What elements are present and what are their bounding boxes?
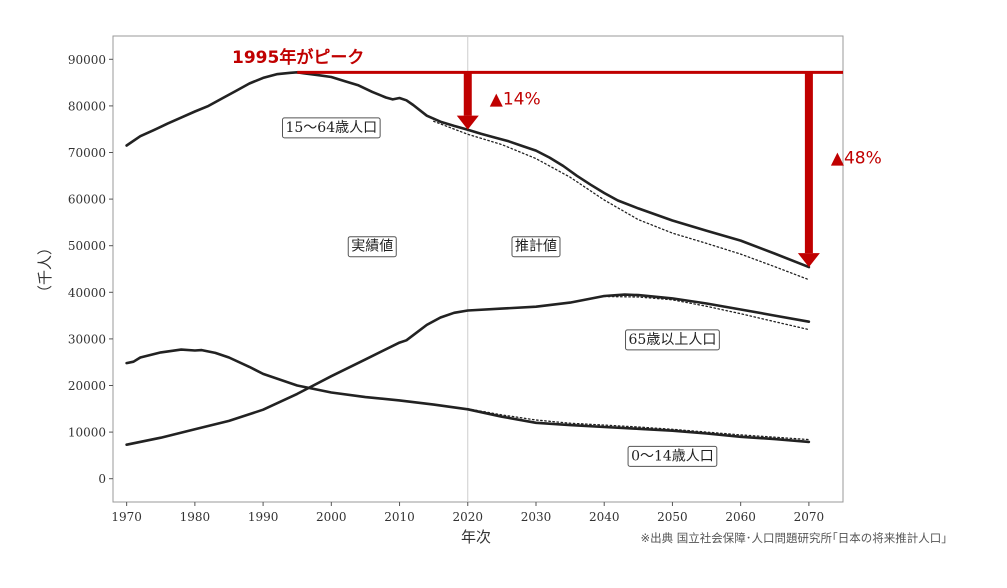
boxed-label-text: 0〜14歳人口 [631,448,714,464]
x-tick-label: 2060 [725,510,756,524]
y-axis: 0 10000 20000 30000 40000 50000 60000 70000 8000… [68,53,113,486]
y-tick-label: 70000 [68,146,106,160]
y-tick-label: 30000 [68,332,106,346]
x-tick-label: 2000 [316,510,347,524]
boxed-label-frame [347,236,397,258]
x-tick-label: 1980 [180,510,211,524]
series-line-dotted-3 [603,295,810,331]
boxed-label-text: 65歳以上人口 [629,332,717,348]
y-tick-label: 50000 [68,239,106,253]
arrow-head-2070 [797,253,820,268]
arrow-head-2020 [456,115,479,130]
arrow-shaft-2020 [463,72,472,116]
x-tick-label: 2040 [589,510,620,524]
series-line-4 [125,348,811,444]
annotation-layer: ▲14% ▲48% [297,70,882,268]
x-tick-label: 2010 [384,510,415,524]
boxed-label-3: 65歳以上人口 [625,329,720,351]
x-axis: 1970 1980 1990 2000 2010 2020 2030 2040 2050 2060… [111,502,824,524]
boxed-label-frame [281,117,381,139]
x-tick-label: 1990 [248,510,279,524]
y-tick-label: 20000 [68,379,106,393]
boxed-label-frame [625,329,720,351]
boxed-label-frame [627,445,718,467]
x-tick-label: 2020 [452,510,483,524]
boxed-label-4: 0〜14歳人口 [627,445,718,467]
x-tick-label: 2030 [521,510,552,524]
x-axis-title: 年次 [461,528,491,546]
arrow-label-2070: ▲48% [831,148,882,168]
boxed-label-1: 実績値 [347,236,397,258]
boxed-label-text: 実績値 [351,239,393,255]
series-line-dotted-5 [467,408,810,441]
series-line-0 [125,71,811,269]
y-tick-label: 60000 [68,193,106,207]
boxed-label-text: 推計値 [515,239,557,255]
y-tick-label: 90000 [68,53,106,67]
boxed-label-frame [511,236,561,258]
boxed-label-0: 15〜64歳人口 [281,117,381,139]
y-tick-label: 0 [98,472,106,486]
y-tick-label: 10000 [68,426,106,440]
y-tick-label: 80000 [68,99,106,113]
x-tick-label: 1970 [111,510,142,524]
x-tick-label: 2050 [657,510,688,524]
arrow-label-2020: ▲14% [490,89,541,109]
peak-title: 1995年がピーク [232,47,364,68]
series-line-2 [125,293,811,446]
y-tick-label: 40000 [68,286,106,300]
source-note: ※出典 国立社会保障･人口問題研究所｢日本の将来推計人口｣ [640,531,947,545]
arrow-shaft-2070 [804,72,813,254]
x-tick-label: 2070 [794,510,825,524]
y-axis-title: （千人） [36,240,54,300]
series-line-dotted-1 [433,120,810,281]
boxed-label-text: 15〜64歳人口 [285,120,377,136]
series-layer [125,71,811,446]
boxed-label-2: 推計値 [511,236,561,258]
plot-frame [112,35,844,503]
